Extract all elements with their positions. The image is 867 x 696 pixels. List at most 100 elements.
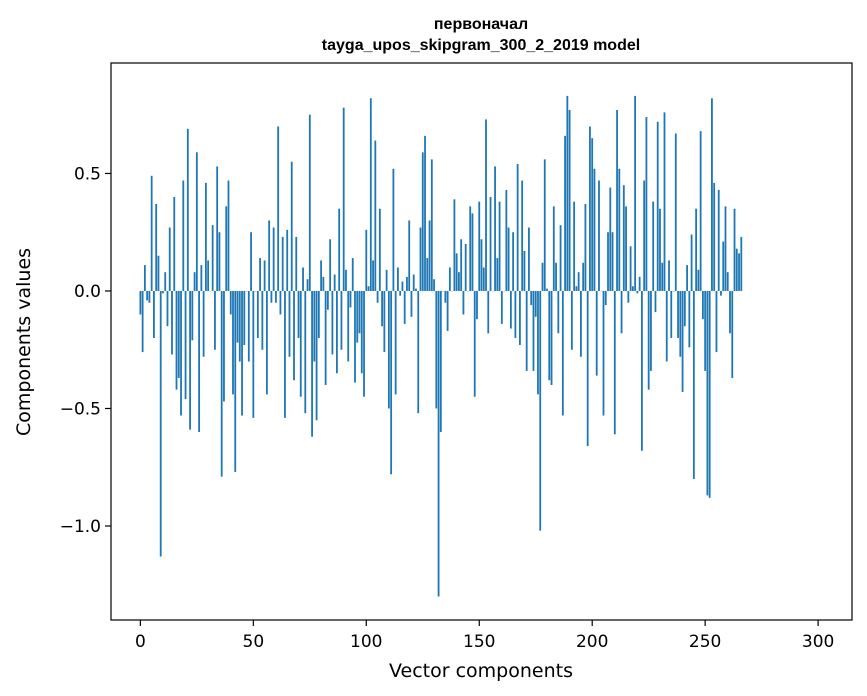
bar-59 bbox=[272, 227, 275, 291]
bar-46 bbox=[243, 290, 246, 346]
bar-4 bbox=[148, 290, 151, 303]
bar-69 bbox=[295, 236, 298, 291]
bar-213 bbox=[620, 290, 623, 334]
bar-10 bbox=[162, 290, 164, 294]
bar-160 bbox=[500, 290, 503, 324]
bar-33 bbox=[214, 290, 216, 350]
bar-234 bbox=[668, 260, 670, 291]
bar-121 bbox=[412, 274, 415, 291]
bar-231 bbox=[661, 262, 664, 291]
bar-123 bbox=[417, 290, 420, 414]
bar-240 bbox=[681, 290, 684, 393]
axes-frame bbox=[110, 62, 853, 621]
bar-232 bbox=[663, 112, 666, 291]
bar-249 bbox=[701, 290, 704, 320]
bar-55 bbox=[263, 260, 266, 291]
x-tick-label: 150 bbox=[463, 632, 495, 652]
bar-261 bbox=[729, 290, 731, 334]
bar-202 bbox=[595, 290, 598, 376]
bar-149 bbox=[476, 290, 478, 320]
bar-251 bbox=[706, 290, 709, 496]
bar-50 bbox=[252, 290, 255, 418]
bar-197 bbox=[584, 204, 587, 291]
bar-177 bbox=[539, 290, 542, 531]
bar-8 bbox=[157, 255, 160, 291]
bar-144 bbox=[464, 243, 467, 291]
bar-164 bbox=[509, 290, 512, 329]
bar-171 bbox=[525, 290, 528, 371]
bar-109 bbox=[385, 269, 388, 291]
bar-79 bbox=[317, 290, 320, 338]
bar-182 bbox=[550, 290, 553, 385]
bar-87 bbox=[336, 290, 338, 374]
bar-32 bbox=[211, 225, 214, 291]
bar-115 bbox=[399, 290, 402, 296]
bar-98 bbox=[360, 290, 363, 374]
bar-126 bbox=[424, 135, 426, 291]
bar-217 bbox=[629, 246, 632, 291]
bar-147 bbox=[471, 213, 474, 291]
bar-142 bbox=[460, 239, 463, 291]
bar-162 bbox=[505, 189, 508, 291]
bar-130 bbox=[433, 279, 435, 291]
bar-262 bbox=[731, 290, 734, 378]
bar-43 bbox=[236, 290, 239, 343]
bar-193 bbox=[575, 286, 578, 291]
bar-95 bbox=[354, 290, 356, 383]
bar-108 bbox=[383, 290, 386, 353]
bar-27 bbox=[200, 265, 203, 291]
bar-221 bbox=[638, 276, 641, 291]
bar-93 bbox=[349, 290, 352, 308]
bar-28 bbox=[202, 290, 205, 357]
bar-1 bbox=[141, 290, 144, 353]
bar-5 bbox=[150, 175, 153, 291]
x-tick-label: 100 bbox=[350, 632, 382, 652]
bar-136 bbox=[446, 290, 449, 331]
bar-131 bbox=[435, 290, 438, 409]
x-tick-label: 300 bbox=[802, 632, 834, 652]
bar-247 bbox=[697, 269, 700, 291]
bar-225 bbox=[647, 290, 650, 390]
bar-211 bbox=[616, 110, 618, 291]
bar-170 bbox=[523, 251, 526, 291]
bar-218 bbox=[631, 286, 634, 291]
bar-185 bbox=[557, 290, 560, 334]
bar-172 bbox=[528, 227, 530, 291]
bar-181 bbox=[548, 290, 551, 381]
bar-117 bbox=[403, 290, 406, 324]
bar-100 bbox=[365, 229, 368, 291]
chart-title-line-1: первоначал bbox=[434, 16, 528, 33]
bar-54 bbox=[261, 290, 264, 350]
bar-25 bbox=[195, 152, 198, 291]
bar-216 bbox=[627, 290, 630, 303]
bar-165 bbox=[512, 232, 515, 291]
bar-83 bbox=[326, 290, 329, 310]
bar-152 bbox=[482, 267, 485, 291]
bar-124 bbox=[419, 227, 422, 291]
bar-175 bbox=[534, 290, 537, 317]
bar-65 bbox=[286, 229, 289, 291]
bar-127 bbox=[426, 258, 429, 291]
bar-122 bbox=[415, 288, 417, 291]
bar-241 bbox=[683, 290, 686, 327]
bar-91 bbox=[345, 269, 347, 291]
bar-62 bbox=[279, 290, 282, 315]
bar-63 bbox=[281, 236, 284, 291]
plot-area bbox=[110, 62, 853, 621]
bar-151 bbox=[480, 239, 483, 291]
bar-66 bbox=[288, 290, 291, 357]
x-axis-label: Vector components bbox=[389, 660, 573, 682]
chart-title-line-2: tayga_upos_skipgram_300_2_2019 model bbox=[322, 37, 640, 54]
bar-94 bbox=[351, 258, 354, 291]
bar-2 bbox=[143, 265, 146, 291]
bar-239 bbox=[679, 290, 682, 357]
bar-250 bbox=[704, 290, 707, 371]
bar-48 bbox=[247, 290, 250, 362]
bar-243 bbox=[688, 290, 691, 348]
bar-57 bbox=[268, 220, 271, 291]
bar-141 bbox=[458, 272, 460, 291]
bar-110 bbox=[387, 290, 390, 409]
bar-196 bbox=[582, 262, 585, 291]
bar-104 bbox=[374, 140, 377, 291]
